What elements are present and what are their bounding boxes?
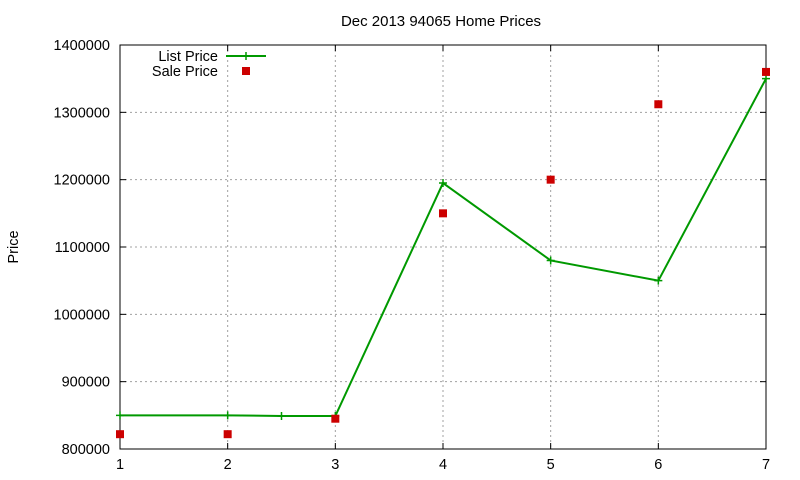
sale-price-point	[546, 175, 555, 184]
sale-price-point	[439, 209, 447, 218]
x-tick-label: 2	[224, 457, 232, 473]
list-price-point	[223, 411, 232, 420]
x-tick-label: 4	[439, 457, 447, 473]
x-tick-label: 5	[547, 457, 555, 473]
y-tick-label: 1000000	[54, 307, 110, 323]
x-axis-ticks: 1 2 3 4 5 6 7	[116, 45, 770, 473]
legend-label-sale-price: Sale Price	[152, 64, 218, 80]
list-price-line	[120, 78, 767, 418]
legend-marker-list-price	[242, 52, 250, 60]
list-price-point	[277, 412, 286, 421]
sale-price-point	[762, 67, 770, 76]
y-tick-label: 1200000	[54, 173, 110, 189]
series-layer	[116, 67, 770, 439]
chart-title: Dec 2013 94065 Home Prices	[341, 13, 541, 30]
y-axis-label: Price	[6, 230, 22, 263]
list-price-point	[546, 256, 555, 265]
y-tick-label: 1300000	[54, 105, 110, 121]
x-tick-label: 3	[331, 457, 339, 473]
list-price-point	[654, 276, 663, 285]
y-tick-label: 800000	[62, 442, 110, 458]
y-tick-label: 900000	[62, 375, 110, 391]
y-axis-ticks: 800000 900000 1000000 1100000 1200000 1300000…	[54, 38, 766, 458]
x-tick-label: 1	[116, 457, 124, 473]
list-price-point	[439, 179, 447, 188]
x-tick-label: 7	[762, 457, 770, 473]
gridlines	[120, 45, 766, 449]
x-tick-label: 6	[654, 457, 662, 473]
list-price-point	[762, 74, 770, 83]
sale-price-point	[654, 100, 663, 109]
sale-price-point	[223, 430, 232, 439]
legend-swatch-sale-price	[242, 67, 250, 75]
y-tick-label: 1400000	[54, 38, 110, 54]
list-price-point	[116, 411, 124, 420]
y-tick-label: 1100000	[55, 240, 110, 256]
sale-price-point	[116, 430, 124, 439]
legend-label-list-price: List Price	[158, 49, 218, 65]
sale-price-point	[331, 414, 340, 423]
